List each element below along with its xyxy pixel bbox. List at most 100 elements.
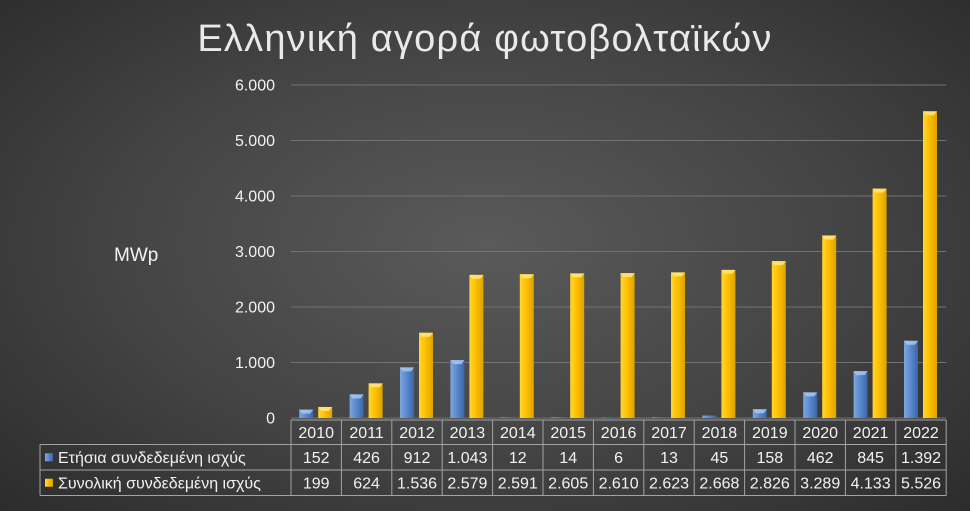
chart-title: Ελληνική αγορά φωτοβολταϊκών [197,18,773,60]
x-tick-label: 2020 [802,425,838,442]
bar-annual [702,415,717,418]
bar-cumulative [570,273,585,418]
bar-annual [601,417,616,419]
bar-top-bevel [519,274,534,279]
data-table-value: 845 [857,450,884,467]
data-table-value: 426 [353,450,380,467]
x-tick-label: 2017 [651,425,687,442]
data-table-value: 12 [509,450,527,467]
bar-cumulative [671,272,685,418]
bar-top-bevel [469,274,484,279]
data-table-value: 2.826 [750,475,790,492]
bar-cumulative [519,274,534,418]
x-tick-label: 2019 [752,425,788,442]
x-tick-label: 2010 [298,425,334,442]
data-table-value: 2.579 [447,475,487,492]
y-tick-label: 4.000 [235,189,275,206]
x-tick-label: 2014 [500,425,536,442]
data-table-value: 624 [353,475,380,492]
data-table-value: 462 [807,450,834,467]
y-axis-label: MWp [114,245,159,266]
data-table-value: 2.605 [548,475,588,492]
bar-top-bevel [419,332,433,337]
bar-cumulative [822,235,837,418]
bar-top-bevel [671,272,685,277]
bar-annual [450,360,465,418]
y-tick-label: 0 [266,411,275,428]
bar-cumulative [419,332,433,418]
bar-top-bevel [450,360,465,365]
bar-cumulative [469,274,484,418]
bar-top-bevel [721,269,736,274]
x-tick-label: 2018 [702,425,738,442]
data-table-value: 14 [559,450,577,467]
data-table-value: 5.526 [901,475,941,492]
data-table-value: 2.591 [498,475,538,492]
data-table-value: 2.668 [699,475,739,492]
data-table-value: 1.043 [447,450,487,467]
bar-top-bevel [771,261,786,266]
data-table-value: 199 [303,475,330,492]
bar-annual [752,409,767,418]
legend-label: Ετήσια συνδεδεμένη ισχύς [58,450,246,467]
legend-key [45,478,53,487]
bar-top-bevel [368,383,383,388]
bar-annual [904,340,918,418]
bar-annual [853,371,868,418]
bar-cumulative [368,383,383,418]
bar-annual [803,392,818,418]
bar-top-bevel [904,340,918,345]
data-table-value: 1.392 [901,450,941,467]
x-tick-label: 2013 [450,425,486,442]
data-table-value: 1.536 [397,475,437,492]
bar-top-bevel [620,273,635,278]
bar-top-bevel [570,273,585,278]
x-tick-label: 2011 [349,425,384,442]
x-tick-label: 2012 [399,425,435,442]
data-table-value: 3.289 [800,475,840,492]
x-tick-label: 2016 [601,425,637,442]
bar-top-bevel [853,371,868,376]
bar-cumulative [318,406,333,418]
bar-cumulative [771,261,786,418]
bar-top-bevel [822,235,837,240]
y-tick-label: 5.000 [235,133,275,150]
data-table-value: 152 [303,450,330,467]
bar-cumulative [620,273,635,418]
bar-top-bevel [349,394,364,399]
bar-annual [500,417,515,418]
bar-top-bevel [923,111,937,116]
data-table-value: 158 [756,450,783,467]
bar-top-bevel [872,188,887,193]
x-tick-label: 2021 [853,425,889,442]
bar-cumulative [872,188,887,418]
bar-top-bevel [752,409,767,414]
data-table-value: 45 [711,450,729,467]
x-tick-label: 2022 [903,425,939,442]
data-table-value: 912 [404,450,431,467]
data-table-value: 2.610 [599,475,639,492]
bar-cumulative [923,111,937,418]
bar-annual [299,409,314,418]
bar-annual [400,367,414,418]
y-tick-label: 3.000 [235,244,275,261]
bar-cumulative [721,269,736,418]
bar-top-bevel [318,406,333,411]
bar-top-bevel [803,392,818,397]
y-tick-label: 2.000 [235,300,275,317]
bar-top-bevel [400,367,414,372]
y-tick-label: 1.000 [235,355,275,372]
bar-annual [551,417,566,418]
data-table-value: 4.133 [851,475,891,492]
y-tick-label: 6.000 [235,78,275,95]
data-table-value: 2.623 [649,475,689,492]
legend-key [45,453,53,462]
bar-top-bevel [299,409,314,414]
legend-label: Συνολική συνδεδεμένη ισχύς [58,475,261,492]
data-table-value: 6 [614,450,623,467]
bar-annual [652,417,666,418]
x-tick-label: 2015 [550,425,586,442]
data-table-value: 13 [660,450,678,467]
